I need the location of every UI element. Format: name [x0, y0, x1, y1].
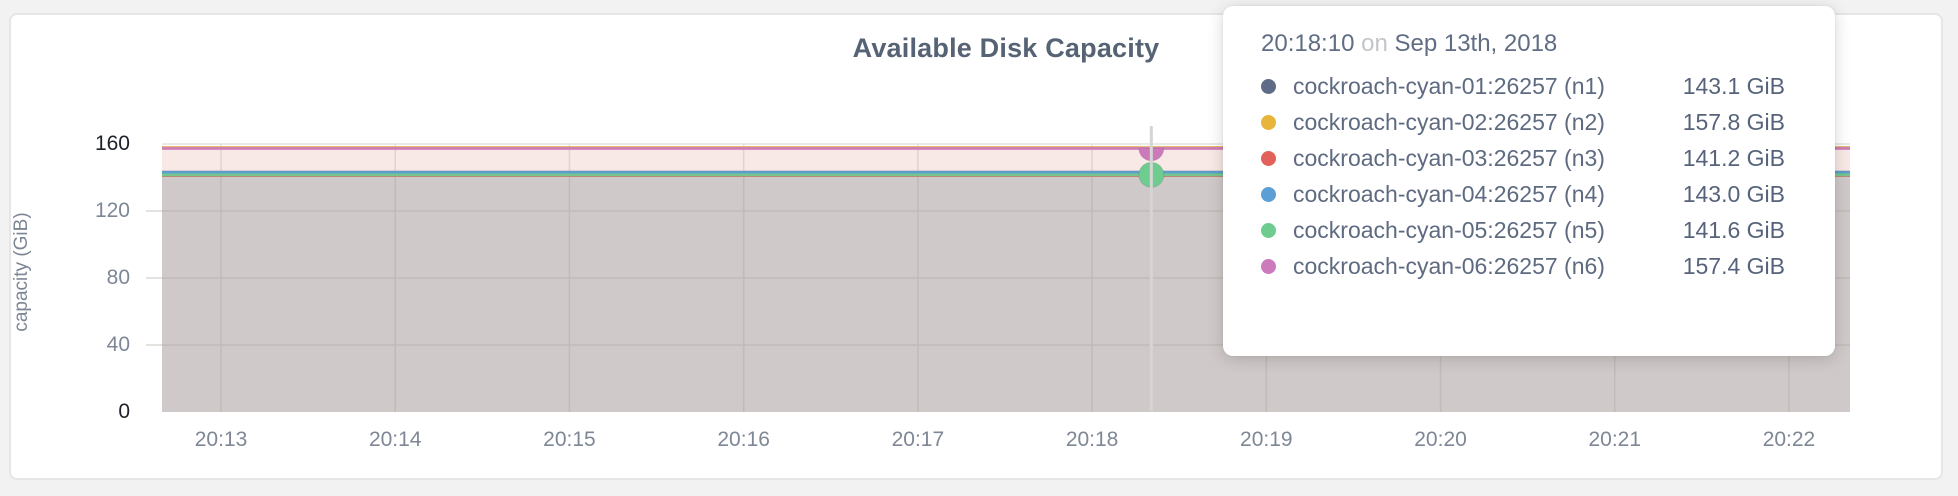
tooltip-timestamp: 20:18:10 on Sep 13th, 2018 [1261, 30, 1785, 58]
series-color-dot-icon [1261, 78, 1276, 94]
y-tick-label: 40 [106, 333, 130, 356]
tooltip-series-row: cockroach-cyan-06:26257 (n6) 157.4 GiB [1261, 248, 1785, 284]
x-tick-label: 20:22 [1762, 428, 1816, 451]
x-tick-label: 20:13 [194, 428, 248, 451]
tooltip-time: 20:18:10 [1261, 30, 1355, 57]
x-tick-label: 20:15 [543, 428, 596, 451]
tooltip-series-row: cockroach-cyan-02:26257 (n2) 157.8 GiB [1261, 104, 1785, 140]
tooltip-series-row: cockroach-cyan-03:26257 (n3) 141.2 GiB [1261, 140, 1785, 176]
x-tick-label: 20:19 [1240, 428, 1293, 451]
series-value: 141.6 GiB [1682, 216, 1785, 243]
series-name: cockroach-cyan-02:26257 (n2) [1293, 108, 1605, 135]
series-value: 143.0 GiB [1682, 180, 1785, 207]
series-color-dot-icon [1261, 150, 1276, 166]
tooltip-series-row: cockroach-cyan-04:26257 (n4) 143.0 GiB [1261, 176, 1785, 212]
series-name: cockroach-cyan-06:26257 (n6) [1293, 252, 1605, 279]
tooltip-date: Sep 13th, 2018 [1394, 30, 1558, 57]
tooltip-series-list: cockroach-cyan-01:26257 (n1) 143.1 GiB coc… [1261, 68, 1785, 284]
tooltip-series-row: cockroach-cyan-05:26257 (n5) 141.6 GiB [1261, 212, 1785, 248]
y-tick-label: 160 [94, 132, 130, 155]
series-value: 157.4 GiB [1682, 252, 1785, 279]
tooltip-conjunction: on [1361, 30, 1388, 57]
x-tick-label: 20:21 [1588, 428, 1642, 451]
tooltip-series-row: cockroach-cyan-01:26257 (n1) 143.1 GiB [1261, 68, 1785, 104]
series-name: cockroach-cyan-04:26257 (n4) [1293, 180, 1605, 207]
series-name: cockroach-cyan-05:26257 (n5) [1293, 216, 1605, 243]
y-tick-label: 80 [106, 266, 130, 289]
x-tick-label: 20:20 [1414, 428, 1467, 451]
series-color-dot-icon [1261, 222, 1276, 238]
series-color-dot-icon [1261, 258, 1276, 274]
series-value: 157.8 GiB [1682, 108, 1785, 135]
chart-title: Available Disk Capacity [852, 33, 1160, 63]
series-value: 143.1 GiB [1682, 72, 1785, 99]
hover-tooltip: 20:18:10 on Sep 13th, 2018 cockroach-cya… [1223, 6, 1835, 356]
series-value: 141.2 GiB [1682, 144, 1785, 171]
x-tick-label: 20:14 [368, 428, 422, 451]
series-color-dot-icon [1261, 186, 1276, 202]
x-tick-label: 20:18 [1065, 428, 1119, 451]
y-tick-label: 120 [94, 199, 130, 222]
series-name: cockroach-cyan-03:26257 (n3) [1293, 144, 1605, 171]
x-tick-label: 20:17 [891, 428, 945, 451]
y-tick-label: 0 [118, 400, 130, 423]
x-tick-label: 20:16 [717, 428, 770, 451]
series-color-dot-icon [1261, 114, 1276, 130]
series-name: cockroach-cyan-01:26257 (n1) [1293, 72, 1605, 99]
